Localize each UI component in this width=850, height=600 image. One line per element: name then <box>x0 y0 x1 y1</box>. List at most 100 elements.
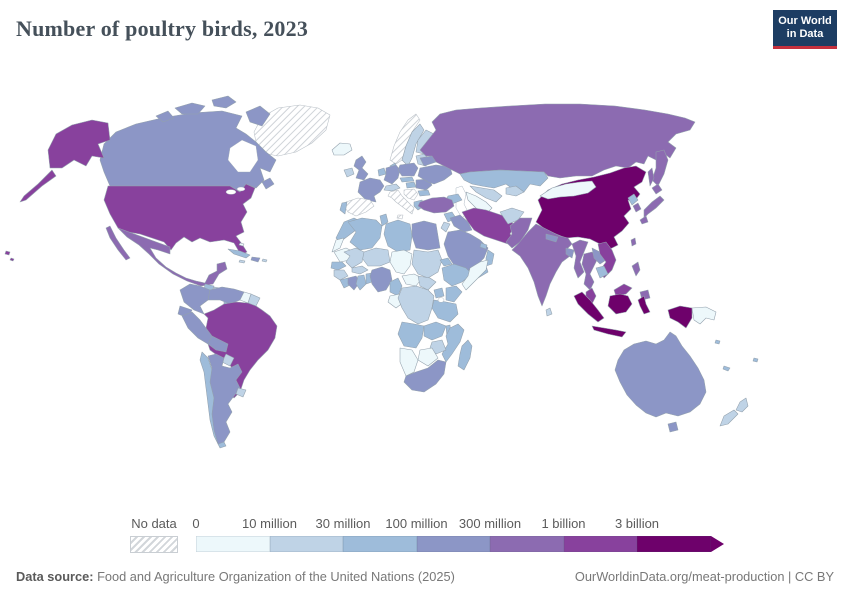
country-nigeria[interactable] <box>369 266 393 293</box>
country-libya[interactable] <box>383 219 413 253</box>
legend-bin-3[interactable] <box>416 536 490 552</box>
country-united-states[interactable] <box>103 183 256 256</box>
country-hungary[interactable] <box>405 181 417 189</box>
country-somalia[interactable] <box>461 259 489 291</box>
legend-no-data-swatch[interactable] <box>130 536 178 553</box>
country-usa-alaska[interactable] <box>47 119 111 169</box>
country-pacific-islands[interactable] <box>722 365 731 372</box>
legend-bin-2[interactable] <box>343 536 417 552</box>
country-cuba[interactable] <box>227 248 251 259</box>
country-australia[interactable] <box>614 331 707 418</box>
country-united-kingdom[interactable] <box>353 155 369 181</box>
country-ukraine[interactable] <box>417 164 453 185</box>
country-nepal[interactable] <box>545 233 559 243</box>
country-iceland[interactable] <box>331 142 353 156</box>
country-new-zealand-south[interactable] <box>719 409 739 427</box>
country-sri-lanka[interactable] <box>545 307 553 317</box>
country-democratic-republic-of-congo[interactable] <box>397 285 435 325</box>
country-mexico[interactable] <box>117 227 228 287</box>
country-usa-hawaii[interactable] <box>9 257 15 262</box>
country-turkey[interactable] <box>417 196 455 214</box>
country-russia-sakhalin[interactable] <box>647 167 655 187</box>
country-ghana[interactable] <box>355 274 367 291</box>
country-uganda[interactable] <box>433 287 445 299</box>
country-kenya[interactable] <box>445 285 463 303</box>
country-brazil[interactable] <box>203 301 278 399</box>
country-cambodia[interactable] <box>595 265 609 279</box>
country-norway[interactable] <box>389 113 421 165</box>
country-mozambique[interactable] <box>441 323 465 363</box>
country-senegal[interactable] <box>330 261 347 271</box>
country-hispaniola[interactable] <box>250 256 261 263</box>
country-philippines-luzon[interactable] <box>631 261 641 277</box>
legend-bin-6[interactable] <box>637 536 711 552</box>
country-indonesia-java[interactable] <box>591 325 627 338</box>
country-france[interactable] <box>357 177 385 203</box>
country-poland[interactable] <box>397 162 419 177</box>
country-mali[interactable] <box>343 247 365 269</box>
country-myanmar[interactable] <box>571 239 589 279</box>
country-bangladesh[interactable] <box>565 247 575 259</box>
country-namibia[interactable] <box>399 347 419 377</box>
country-mexico-baja[interactable] <box>105 225 131 261</box>
country-indonesia-sulawesi[interactable] <box>637 295 651 315</box>
country-usa-hawaii[interactable] <box>4 250 11 256</box>
legend-bin-4[interactable] <box>490 536 564 552</box>
country-canada-arctic-island[interactable] <box>155 110 175 123</box>
country-tunisia[interactable] <box>379 213 389 227</box>
legend-bin-5[interactable] <box>563 536 637 552</box>
country-botswana[interactable] <box>417 347 439 367</box>
country-italy-sicily[interactable] <box>396 214 404 220</box>
country-indonesia-sumatra[interactable] <box>573 291 605 323</box>
country-egypt[interactable] <box>411 220 441 251</box>
country-canada-newfoundland[interactable] <box>261 177 275 190</box>
country-russia[interactable] <box>419 103 696 179</box>
country-angola[interactable] <box>397 321 425 349</box>
country-japan-honshu[interactable] <box>643 195 665 219</box>
country-zambia[interactable] <box>423 321 447 341</box>
country-indonesia-papua[interactable] <box>667 305 693 329</box>
country-iraq[interactable] <box>449 214 473 233</box>
country-venezuela[interactable] <box>207 286 245 305</box>
country-pacific-islands[interactable] <box>752 357 759 363</box>
country-oman[interactable] <box>485 249 495 267</box>
country-taiwan[interactable] <box>630 237 637 247</box>
country-zimbabwe[interactable] <box>429 339 447 355</box>
country-algeria[interactable] <box>347 217 383 251</box>
country-japan-hokkaido[interactable] <box>651 183 663 195</box>
country-south-korea[interactable] <box>632 202 642 213</box>
country-puerto-rico[interactable] <box>261 258 268 263</box>
country-spain[interactable] <box>343 197 375 217</box>
country-bolivia[interactable] <box>207 335 229 353</box>
country-portugal[interactable] <box>339 201 348 215</box>
country-australia-tasmania[interactable] <box>667 421 679 433</box>
country-low-countries[interactable] <box>377 167 387 177</box>
country-niger[interactable] <box>361 247 391 267</box>
country-jamaica[interactable] <box>238 259 246 264</box>
country-germany[interactable] <box>383 164 401 185</box>
country-chad[interactable] <box>389 249 413 275</box>
country-papua-new-guinea[interactable] <box>691 306 717 325</box>
country-czechia-slovakia[interactable] <box>399 176 415 183</box>
country-south-sudan[interactable] <box>417 275 437 291</box>
country-balkans[interactable] <box>403 188 419 201</box>
country-western-sahara[interactable] <box>331 237 345 253</box>
country-ireland[interactable] <box>343 167 355 178</box>
country-malaysia-borneo[interactable] <box>613 283 633 297</box>
owid-logo[interactable]: Our World in Data <box>773 10 837 49</box>
country-russia-kamchatka[interactable] <box>651 149 669 187</box>
legend-bin-1[interactable] <box>269 536 343 552</box>
country-jordan-israel[interactable] <box>440 221 451 233</box>
country-usa-aleutians[interactable] <box>19 169 57 203</box>
country-guinea[interactable] <box>333 269 349 281</box>
country-japan-kyushu[interactable] <box>639 215 649 225</box>
country-colombia[interactable] <box>179 283 211 315</box>
country-argentina[interactable] <box>207 353 243 445</box>
country-gulf-states[interactable] <box>479 242 488 250</box>
country-madagascar[interactable] <box>457 339 473 371</box>
country-sweden[interactable] <box>401 123 425 167</box>
country-south-africa[interactable] <box>403 359 447 393</box>
country-cameroon[interactable] <box>389 277 403 297</box>
country-uzbekistan[interactable] <box>469 185 503 203</box>
country-bulgaria[interactable] <box>417 189 431 197</box>
